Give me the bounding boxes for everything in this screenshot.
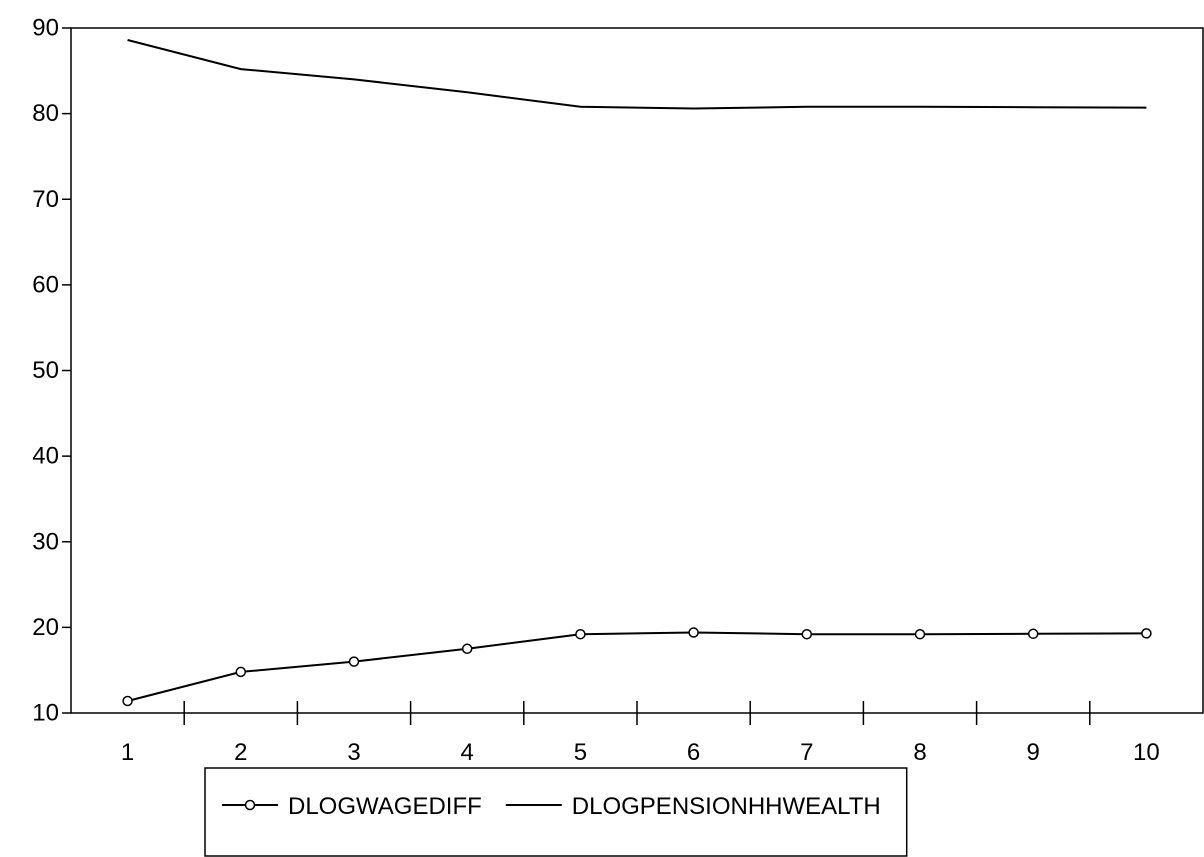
x-tick-label: 5	[574, 739, 587, 766]
legend-box	[204, 767, 908, 857]
legend-item: DLOGWAGEDIFF	[222, 793, 482, 820]
series-layer	[122, 39, 1152, 707]
data-point	[122, 695, 133, 707]
series-dlogwagediff	[122, 627, 1152, 707]
x-tick-label: 8	[913, 739, 926, 766]
series-line	[127, 39, 1147, 110]
y-tick-label: 10	[32, 700, 59, 727]
y-tick-label: 50	[32, 357, 59, 384]
x-tick-label: 4	[461, 739, 474, 766]
x-tick-label: 7	[800, 739, 813, 766]
x-tick-label: 9	[1027, 739, 1040, 766]
series-line	[127, 631, 1147, 702]
plot-border	[70, 27, 1204, 714]
y-tick-label: 80	[32, 100, 59, 127]
series-dlogpensionhhwealth	[127, 39, 1147, 110]
x-tick-label: 6	[687, 739, 700, 766]
data-point	[688, 627, 699, 638]
data-point	[348, 656, 360, 667]
data-point	[801, 628, 813, 640]
y-axis: 10 20 30 40 50 60 70 80 90	[32, 15, 71, 727]
y-tick-label: 60	[32, 271, 59, 298]
y-tick-label: 90	[32, 15, 59, 42]
legend-label: DLOGPENSIONHHWEALTH	[572, 793, 881, 820]
data-point	[914, 628, 926, 640]
legend: DLOGWAGEDIFF DLOGPENSIONHHWEALTH	[204, 767, 908, 857]
y-tick-label: 70	[32, 186, 59, 213]
y-tick-label: 20	[32, 614, 59, 641]
legend-label: DLOGWAGEDIFF	[288, 793, 482, 820]
x-axis: 1 2 3 4 5 6 7 8 9 10	[121, 701, 1160, 766]
x-tick-label: 1	[121, 739, 134, 766]
x-tick-label: 2	[234, 739, 247, 766]
data-point	[1141, 628, 1152, 639]
legend-marker	[244, 799, 256, 811]
legend-item: DLOGPENSIONHHWEALTH	[505, 793, 881, 820]
x-tick-label: 10	[1133, 739, 1160, 766]
plot-area	[70, 27, 1204, 714]
data-point	[461, 643, 473, 655]
x-tick-label: 3	[347, 739, 360, 766]
y-tick-label: 40	[32, 443, 59, 470]
data-point	[575, 628, 586, 640]
data-point	[1027, 628, 1039, 640]
y-tick-label: 30	[32, 528, 59, 555]
data-point	[235, 666, 247, 678]
